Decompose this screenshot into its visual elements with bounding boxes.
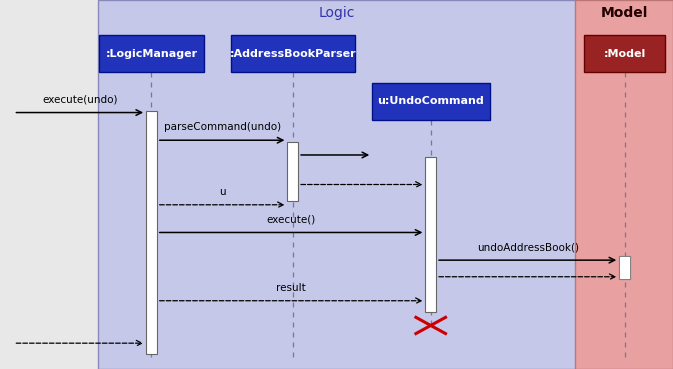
Bar [371, 83, 490, 120]
Text: u: u [219, 187, 225, 197]
Text: undoAddressBook(): undoAddressBook() [476, 242, 579, 252]
Text: result: result [276, 283, 306, 293]
Bar [100, 35, 203, 72]
Bar [287, 142, 298, 201]
Text: :LogicManager: :LogicManager [106, 48, 197, 59]
Bar [425, 157, 436, 312]
Bar [584, 35, 665, 72]
Bar [619, 256, 630, 279]
Text: :AddressBookParser: :AddressBookParser [229, 48, 356, 59]
Text: Logic: Logic [318, 6, 355, 20]
Text: execute(undo): execute(undo) [42, 94, 118, 104]
Text: parseCommand(undo): parseCommand(undo) [164, 122, 281, 132]
Text: :Model: :Model [604, 48, 645, 59]
Text: execute(): execute() [267, 214, 316, 224]
Bar [98, 0, 579, 369]
Bar [619, 256, 630, 279]
Text: Model: Model [601, 6, 648, 20]
Bar [575, 0, 673, 369]
Text: u:UndoCommand: u:UndoCommand [378, 96, 484, 107]
Bar [146, 111, 157, 354]
Bar [230, 35, 355, 72]
